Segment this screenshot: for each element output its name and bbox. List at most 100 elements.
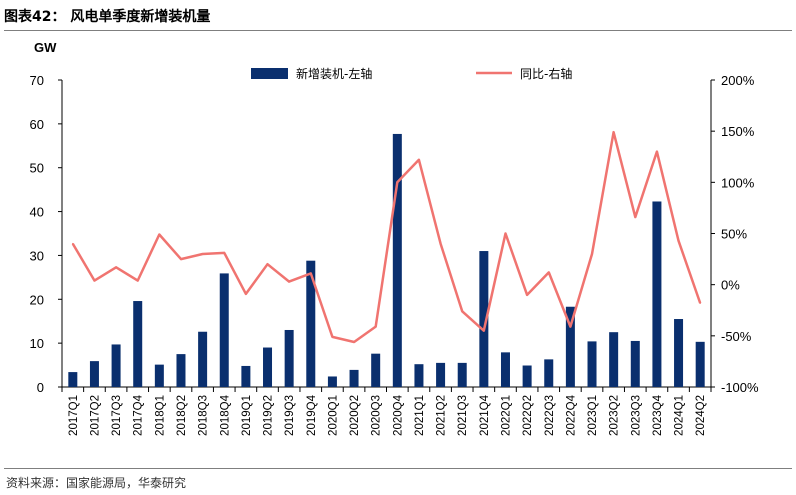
yoy-point-2018Q1 [158,233,161,236]
x-tick-label: 2021Q1 [414,395,426,436]
x-tick-label: 2021Q2 [436,395,448,436]
legend-bar-label: 新增装机-左轴 [296,66,372,81]
right-tick-label: -100% [721,380,759,395]
x-tick-label: 2019Q1 [241,395,253,436]
yoy-point-2021Q2 [439,242,442,245]
yoy-point-2019Q3 [288,280,290,283]
bar-2020Q2 [349,369,359,387]
bar-2023Q4 [652,201,662,387]
source-note: 资料来源：国家能源局，华泰研究 [6,476,187,490]
legend-line-label: 同比-右轴 [520,66,572,81]
bar-2021Q1 [414,364,424,387]
x-tick-label: 2017Q3 [111,395,123,436]
bar-2017Q1 [68,372,78,387]
x-tick-label: 2020Q1 [327,395,339,436]
yoy-point-2017Q4 [136,279,139,282]
yoy-point-2019Q1 [245,293,247,295]
x-tick-label: 2017Q2 [89,395,101,436]
bar-2023Q2 [609,332,619,387]
x-tick-label: 2022Q2 [522,395,534,436]
yoy-point-2020Q4 [396,181,399,184]
yoy-point-2022Q2 [526,294,528,296]
yoy-line [71,130,702,344]
yoy-point-2019Q2 [266,263,269,266]
left-tick-label: 70 [30,73,44,88]
left-tick-label: 40 [30,205,44,220]
x-tick-label: 2021Q3 [457,395,469,436]
x-tick-label: 2019Q2 [263,395,275,436]
x-tick-label: 2020Q4 [392,394,404,436]
bar-2019Q1 [241,365,251,387]
yoy-point-2023Q3 [634,216,637,218]
bar-2020Q3 [371,353,381,387]
left-tick-label: 50 [30,161,44,176]
right-tick-label: 0% [721,278,740,293]
x-tick-label: 2019Q3 [284,395,296,436]
yoy-point-2018Q4 [223,252,226,254]
yoy-point-2017Q1 [72,242,74,245]
left-tick-label: 30 [30,248,44,263]
right-tick-label: 150% [721,124,755,139]
legend-bar-swatch [251,68,288,79]
x-tick-label: 2018Q1 [154,395,166,436]
x-tick-label: 2023Q1 [587,395,599,436]
bar-2020Q4 [392,133,402,387]
footer-rule [4,468,792,469]
yoy-point-2024Q1 [677,239,680,242]
yoy-point-2017Q3 [115,266,117,269]
x-tick-label: 2019Q4 [306,394,318,436]
x-tick-label: 2020Q2 [349,395,361,436]
x-tick-label: 2017Q1 [68,395,80,436]
yoy-point-2017Q2 [93,279,96,282]
x-tick-label: 2024Q1 [674,395,686,436]
yoy-point-2022Q4 [569,325,572,328]
bar-2023Q3 [630,340,640,387]
right-tick-label: 100% [721,175,755,190]
bar-2019Q3 [284,329,294,387]
yoy-point-2021Q4 [483,329,485,332]
bar-2023Q1 [587,341,597,387]
bar-2021Q2 [436,362,446,387]
bar-2022Q1 [500,352,510,387]
yoy-point-2024Q2 [699,302,701,304]
bar-2021Q3 [457,362,467,387]
left-tick-label: 60 [30,117,44,132]
left-axis-unit: GW [34,40,57,55]
yoy-point-2023Q4 [656,150,658,153]
yoy-point-2023Q1 [591,253,593,255]
bar-2017Q3 [111,344,121,387]
bar-2017Q2 [89,361,99,387]
bar-2021Q4 [479,251,489,387]
x-tick-label: 2022Q1 [500,395,512,436]
yoy-point-2022Q3 [547,271,550,274]
figure-title: 图表42： 风电单季度新增装机量 [4,9,211,25]
bar-2020Q1 [327,376,337,387]
x-tick-label: 2023Q4 [652,394,664,436]
right-tick-label: 200% [721,73,755,88]
x-tick-label: 2023Q3 [630,395,642,436]
right-tick-label: -50% [721,329,752,344]
left-tick-label: 0 [37,380,44,395]
yoy-point-2021Q3 [461,310,464,313]
bar-2018Q1 [154,364,164,387]
yoy-point-2020Q2 [353,341,355,343]
yoy-point-2023Q2 [612,131,615,133]
x-tick-label: 2018Q4 [219,394,231,436]
yoy-point-2020Q1 [331,336,334,338]
x-tick-label: 2022Q4 [565,394,577,436]
right-tick-label: 50% [721,227,747,242]
bar-2022Q3 [544,359,554,387]
bar-2018Q3 [198,331,208,387]
bar-2022Q4 [565,306,575,387]
bar-2018Q2 [176,354,186,387]
bar-2022Q2 [522,365,532,387]
bar-2018Q4 [219,273,229,387]
x-tick-label: 2018Q2 [176,395,188,436]
bar-2019Q4 [306,260,316,387]
yoy-point-2020Q3 [374,325,377,328]
bar-2024Q2 [695,341,705,387]
title-rule [4,30,792,31]
x-tick-label: 2020Q3 [371,395,383,436]
bar-2024Q1 [674,319,684,387]
